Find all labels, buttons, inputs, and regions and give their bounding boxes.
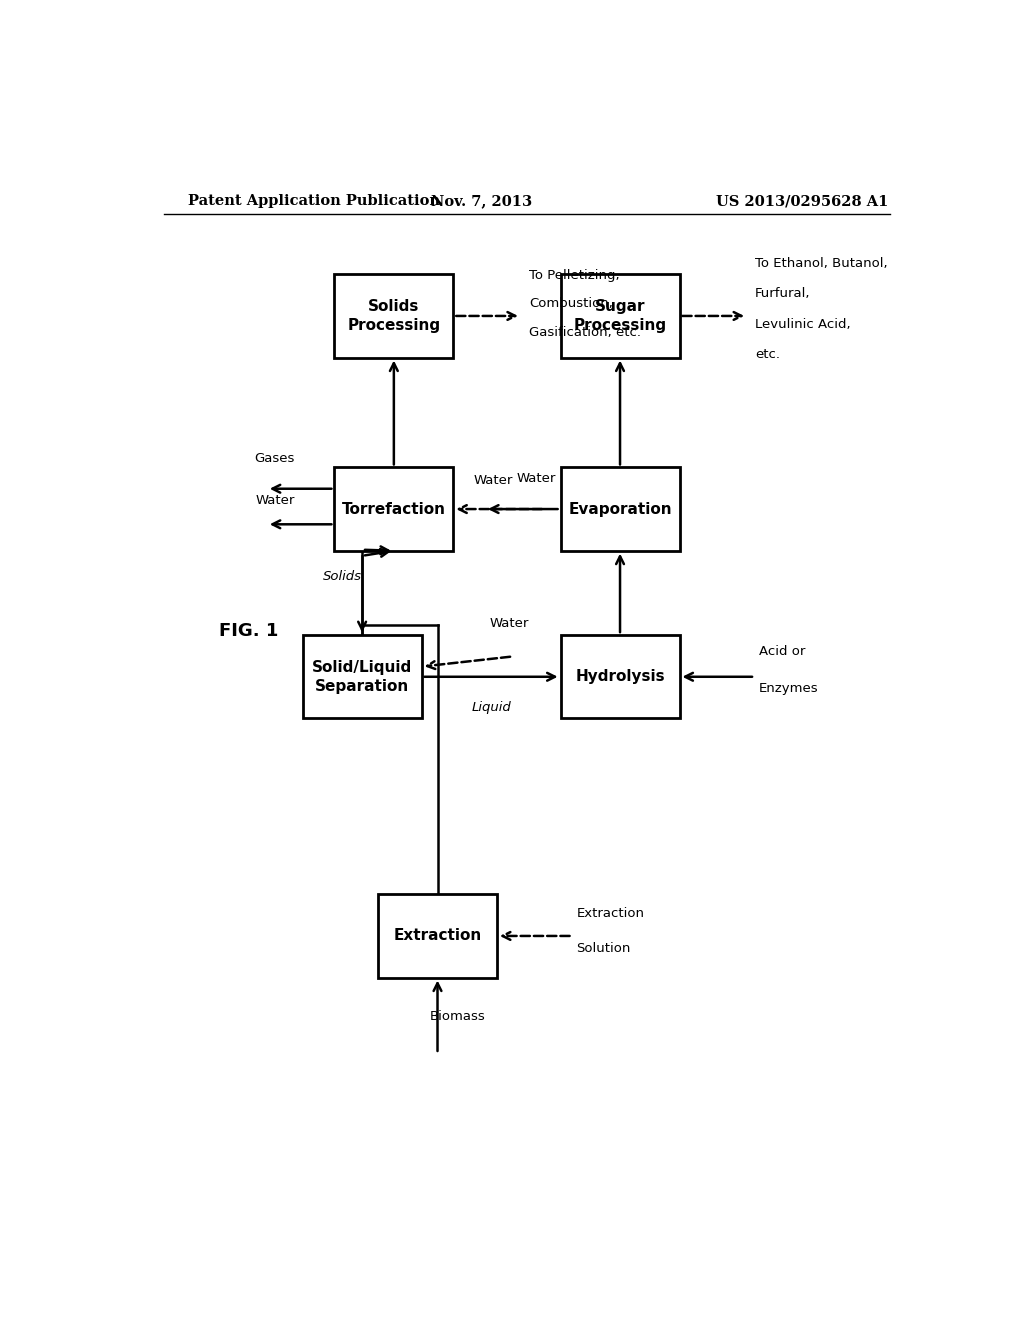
- Text: etc.: etc.: [755, 348, 780, 362]
- Text: Water: Water: [517, 473, 556, 484]
- Text: Solid/Liquid
Separation: Solid/Liquid Separation: [312, 660, 413, 694]
- Text: Liquid: Liquid: [471, 701, 511, 714]
- Bar: [334, 275, 454, 358]
- Text: Sugar
Processing: Sugar Processing: [573, 298, 667, 333]
- Text: Torrefaction: Torrefaction: [342, 502, 445, 516]
- Text: Patent Application Publication: Patent Application Publication: [187, 194, 439, 209]
- Text: Water: Water: [255, 495, 295, 507]
- Text: Hydrolysis: Hydrolysis: [575, 669, 665, 684]
- Bar: [560, 467, 680, 550]
- Bar: [560, 635, 680, 718]
- Text: Gasification, etc.: Gasification, etc.: [528, 326, 641, 339]
- Bar: [334, 467, 454, 550]
- Text: Furfural,: Furfural,: [755, 286, 810, 300]
- Text: To Pelletizing,: To Pelletizing,: [528, 269, 620, 281]
- Text: Nov. 7, 2013: Nov. 7, 2013: [430, 194, 531, 209]
- Text: To Ethanol, Butanol,: To Ethanol, Butanol,: [755, 256, 888, 269]
- Bar: [303, 635, 422, 718]
- Text: Water: Water: [473, 474, 513, 487]
- Text: Extraction: Extraction: [393, 928, 481, 944]
- Text: Evaporation: Evaporation: [568, 502, 672, 516]
- Text: Extraction: Extraction: [577, 907, 644, 920]
- Text: Gases: Gases: [255, 451, 295, 465]
- Text: Levulinic Acid,: Levulinic Acid,: [755, 318, 851, 330]
- Text: Combustion,: Combustion,: [528, 297, 612, 310]
- Text: Solution: Solution: [577, 941, 631, 954]
- Text: Enzymes: Enzymes: [759, 682, 818, 696]
- Bar: [378, 894, 497, 978]
- Text: Water: Water: [489, 618, 528, 631]
- Text: Solids
Processing: Solids Processing: [347, 298, 440, 333]
- Bar: [560, 275, 680, 358]
- Text: Acid or: Acid or: [759, 645, 805, 657]
- Text: Biomass: Biomass: [429, 1010, 485, 1023]
- Text: US 2013/0295628 A1: US 2013/0295628 A1: [717, 194, 889, 209]
- Text: FIG. 1: FIG. 1: [219, 622, 279, 640]
- Text: Solids: Solids: [323, 570, 361, 582]
